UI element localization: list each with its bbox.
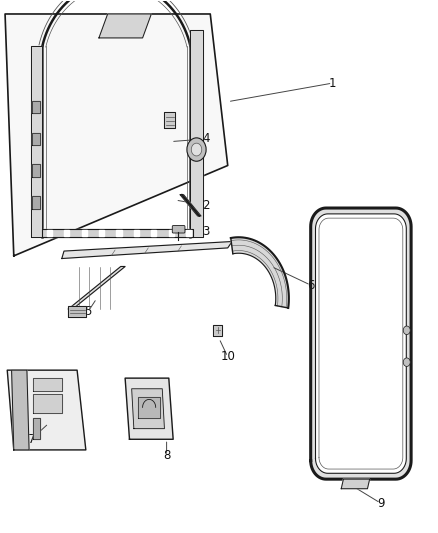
Polygon shape [32, 101, 40, 114]
Polygon shape [47, 230, 52, 236]
Circle shape [403, 326, 410, 335]
Text: 3: 3 [202, 225, 210, 238]
FancyBboxPatch shape [172, 225, 185, 233]
Polygon shape [81, 230, 87, 236]
Polygon shape [68, 306, 86, 317]
Polygon shape [169, 230, 174, 236]
Polygon shape [213, 325, 222, 336]
Text: 1: 1 [329, 77, 336, 90]
Text: 6: 6 [307, 279, 314, 292]
Polygon shape [64, 230, 69, 236]
Polygon shape [191, 30, 203, 237]
Text: 4: 4 [202, 132, 210, 146]
Polygon shape [32, 196, 40, 209]
Polygon shape [99, 14, 151, 38]
Text: 10: 10 [220, 350, 235, 364]
Polygon shape [33, 378, 62, 391]
Polygon shape [32, 165, 40, 177]
Polygon shape [341, 479, 370, 489]
Polygon shape [68, 266, 125, 309]
Polygon shape [32, 46, 42, 237]
Polygon shape [311, 208, 411, 479]
Circle shape [191, 143, 202, 156]
Polygon shape [99, 230, 104, 236]
Polygon shape [33, 418, 40, 439]
Polygon shape [132, 389, 164, 429]
Polygon shape [231, 237, 289, 308]
Text: 5: 5 [85, 305, 92, 318]
Polygon shape [125, 378, 173, 439]
Polygon shape [12, 370, 29, 450]
Polygon shape [315, 214, 406, 473]
Polygon shape [62, 241, 232, 259]
Polygon shape [138, 397, 160, 418]
Polygon shape [186, 230, 191, 236]
Text: 8: 8 [163, 449, 170, 462]
Polygon shape [33, 394, 62, 413]
Polygon shape [164, 112, 175, 128]
Polygon shape [180, 195, 201, 216]
Polygon shape [32, 133, 40, 146]
Polygon shape [5, 14, 228, 256]
Polygon shape [42, 229, 193, 237]
Circle shape [403, 358, 410, 367]
Circle shape [187, 138, 206, 161]
Text: 7: 7 [28, 433, 35, 446]
Polygon shape [117, 230, 122, 236]
Text: 9: 9 [377, 497, 384, 510]
Polygon shape [151, 230, 156, 236]
Polygon shape [7, 370, 86, 450]
Polygon shape [134, 230, 139, 236]
Text: 2: 2 [202, 199, 210, 212]
